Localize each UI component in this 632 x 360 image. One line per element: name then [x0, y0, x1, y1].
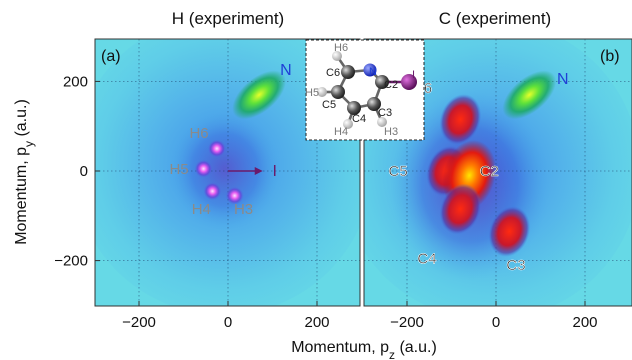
inset-label-h5: H5 [305, 87, 319, 99]
atom-h4 [343, 119, 353, 129]
panel-a-label-h3: H3 [234, 201, 253, 218]
iodine-arrowhead [254, 167, 263, 175]
panel-b-label-n: N [557, 71, 569, 88]
panel-b-xtick-label: 0 [492, 314, 500, 331]
inset-label-i: I [412, 69, 415, 81]
panel-b-xtick-label: −200 [390, 314, 424, 331]
inset-label-c6: C6 [326, 67, 340, 79]
panel-b-label-c5: C5 [389, 163, 408, 180]
panel-b-title: C (experiment) [439, 9, 551, 28]
atom-h5 [317, 87, 327, 97]
atom-c6 [341, 65, 355, 79]
panel-b-spot-c4 [439, 183, 482, 235]
ytick-label: 200 [63, 73, 88, 90]
panel-a-xtick-label: −200 [122, 314, 156, 331]
panel-b-label-c3: C3 [506, 257, 525, 274]
panel-b-label: (b) [600, 48, 620, 65]
atom-h3 [377, 117, 387, 127]
inset-label-c2: C2 [384, 79, 398, 91]
panel-b-frame [363, 38, 632, 307]
x-axis-label: Momentum, pz (a.u.) [291, 339, 437, 360]
panel-b-xtick-label: 200 [572, 314, 597, 331]
y-axis-label: Momentum, py (a.u.) [13, 99, 36, 245]
panel-a-label-h6: H6 [189, 125, 208, 142]
atom-c5 [331, 85, 345, 99]
ytick-label: 0 [80, 163, 88, 180]
panel-b-label-c4: C4 [417, 250, 436, 267]
panel-a-xtick-label: 200 [304, 314, 329, 331]
inset-label-c3: C3 [378, 107, 392, 119]
panel-a-spot-n [232, 70, 286, 120]
molecule-inset: H6 C6 N C2 I H5 C5 C3 C4 H4 H3 [305, 39, 425, 141]
inset-label-h6: H6 [334, 42, 348, 54]
panel-a-label-h4: H4 [192, 201, 211, 218]
panel-a-spot-h4 [203, 182, 222, 201]
panel-a-hydrogen-haze [170, 110, 280, 230]
panel-a-label-i: I [272, 163, 276, 180]
inset-label-h4: H4 [334, 126, 348, 138]
panel-a-spot-h6 [207, 139, 226, 158]
atom-c3 [367, 97, 381, 111]
panel-a-xtick-label: 0 [224, 314, 232, 331]
inset-label-h3: H3 [384, 126, 398, 138]
inset-label-n: N [369, 66, 377, 78]
inset-label-c4: C4 [352, 113, 366, 125]
atom-i [401, 74, 417, 90]
panel-b-spot-c6 [439, 94, 482, 145]
atom-c2 [375, 75, 389, 89]
ytick-label: −200 [54, 253, 88, 270]
panel-a-spot-h3 [225, 186, 244, 205]
atom-c4 [347, 101, 361, 115]
inset-label-c5: C5 [322, 99, 336, 111]
panel-a-label-h5: H5 [169, 161, 188, 178]
panel-a-label: (a) [101, 48, 121, 65]
panel-b-spot-c3 [488, 206, 531, 257]
atom-h6 [332, 51, 342, 61]
panel-a-label-n: N [280, 62, 292, 79]
panel-b-spot-n [502, 70, 557, 120]
atom-n [363, 63, 377, 77]
panel-a-title: H (experiment) [172, 9, 284, 28]
panel-b-label-c2: C2 [480, 163, 499, 180]
panel-b: NC6C5C2C4C3 (b) [363, 38, 632, 307]
panel-a-spot-h5 [194, 159, 213, 178]
